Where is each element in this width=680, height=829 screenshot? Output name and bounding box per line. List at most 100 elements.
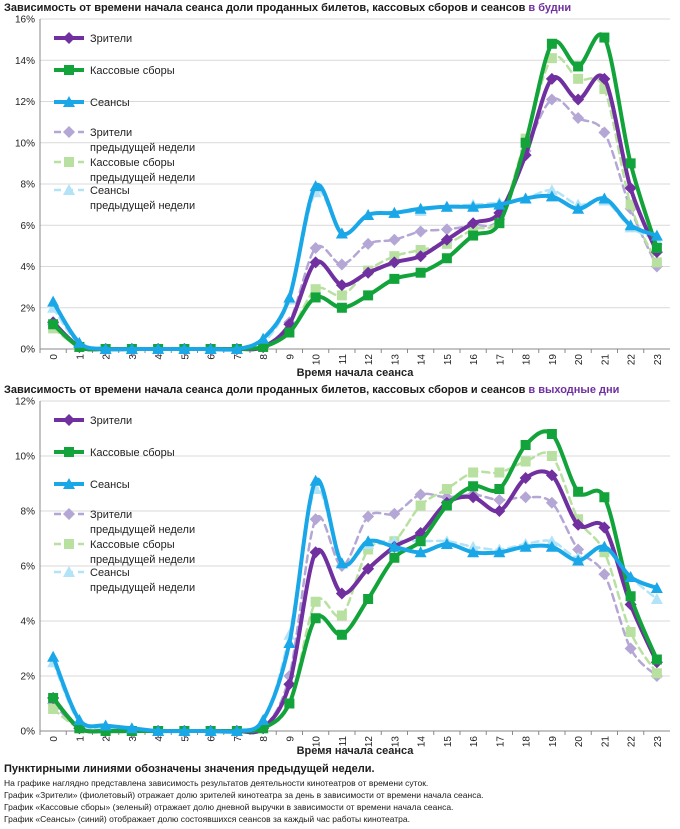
x-tick-label: 22 [627,736,638,748]
viewers_prev-point [545,93,558,106]
sessions-point [230,343,243,354]
viewers_prev-point [309,513,322,526]
box_prev-point [599,547,610,558]
sessions-point [204,725,217,736]
box-point [258,723,269,734]
viewers_prev-point [388,233,401,246]
legend-label: предыдущей недели [90,142,195,154]
sessions-point [598,192,611,204]
box-point [74,723,85,734]
weekend-line-chart: 0%2%4%6%8%10%12%0 1 2 3 4 5 6 7 8 9 10 11 12 13 14 15 16… [15,397,670,757]
sessions-point [572,554,585,566]
y-tick-label: 10% [15,452,35,463]
viewers_prev-point [598,126,611,139]
sessions-point [650,229,663,241]
box-point [468,230,479,241]
legend-label: предыдущей недели [90,200,195,212]
sessions-point [309,180,322,192]
sessions-point [362,535,375,547]
box-point [468,481,479,492]
viewers_prev-point [545,496,558,509]
legend-label: Зрители [90,33,132,45]
sessions-point [598,540,611,552]
sessions-point [335,557,348,569]
y-tick-label: 8% [21,180,36,191]
x-tick-label: 3 [128,736,139,742]
legend-sessions_prev-point [63,184,75,195]
box-point [441,253,452,264]
legend-label: Сеансы [90,97,130,109]
x-tick-label: 17 [495,736,506,748]
box-point [651,654,662,665]
legend-box-point [64,65,74,75]
y-tick-label: 4% [21,262,36,273]
viewers-point [309,256,322,269]
box-point [546,38,557,49]
x-tick-label: 23 [653,736,664,748]
weekday-line-chart: 0%2%4%6%8%10%12%14%16%0 1 2 3 4 5 6 7 8 9 10 11 12 13… [15,15,670,379]
sessions-point [388,540,401,552]
box_prev-point [310,596,321,607]
weekend-title-highlight: в выходные дни [528,384,620,396]
sessions-point [125,343,138,354]
legend-label: Сеансы [90,479,130,491]
y-tick-label: 2% [21,672,36,683]
sessions-point [309,474,322,486]
x-tick-label: 6 [207,354,218,360]
box-point [441,500,452,511]
sessions-point [230,725,243,736]
sessions-point [47,650,60,662]
y-tick-label: 12% [15,97,35,108]
legend-label: предыдущей недели [90,582,195,594]
x-tick-label: 0 [49,736,60,742]
box-point [336,629,347,640]
box-point [310,292,321,303]
x-tick-label: 1 [75,354,86,360]
box-series [48,32,662,354]
x-tick-label: 8 [259,354,270,360]
x-tick-label: 19 [548,736,559,748]
box-point [573,486,584,497]
viewers_prev-point [362,237,375,250]
box-point [415,267,426,278]
x-axis-title: Время начала сеанса [297,367,415,379]
weekday-title-main: Зависимость от времени начала сеанса дол… [4,2,529,14]
sessions-point [624,571,637,582]
box-point [48,319,59,330]
sessions-point [73,336,86,348]
x-tick-label: 12 [364,354,375,366]
box-point [625,591,636,602]
sessions-series [47,474,663,736]
note-line: График «Сеансы» (синий) отображает долю … [4,814,410,824]
viewers-point [598,72,611,85]
sessions-point [624,219,637,231]
viewers-series [47,72,663,355]
viewers_prev-point [414,488,427,501]
viewers_prev-point [519,491,532,504]
box_prev-point [546,451,557,461]
viewers-series [47,469,663,737]
sessions-point [283,637,296,648]
legend-box-point [64,447,74,457]
box-point [520,440,531,450]
box_prev-point [415,500,426,511]
sessions_prev-point [545,184,558,196]
viewers-point [493,505,506,517]
y-tick-label: 14% [15,56,35,67]
sessions-point [493,546,506,558]
x-axis-title: Время начала сеанса [297,745,415,757]
x-tick-label: 15 [443,354,454,366]
sessions-point [335,227,348,239]
viewers_prev-point [440,223,453,236]
viewers_prev-point [598,568,611,581]
sessions-point [257,332,270,344]
viewers-point [572,518,585,531]
box_prev-point [415,245,426,255]
note-line: График «Зрители» (фиолетовый) отражает д… [4,790,484,800]
weekday-chart-title: Зависимость от времени начала сеанса дол… [4,2,571,14]
box_prev-point [336,290,347,301]
legend-viewers-point [63,32,75,44]
weekend-title-main: Зависимость от времени начала сеанса дол… [4,384,529,396]
sessions-point [47,295,60,307]
sessions-point [99,719,112,731]
